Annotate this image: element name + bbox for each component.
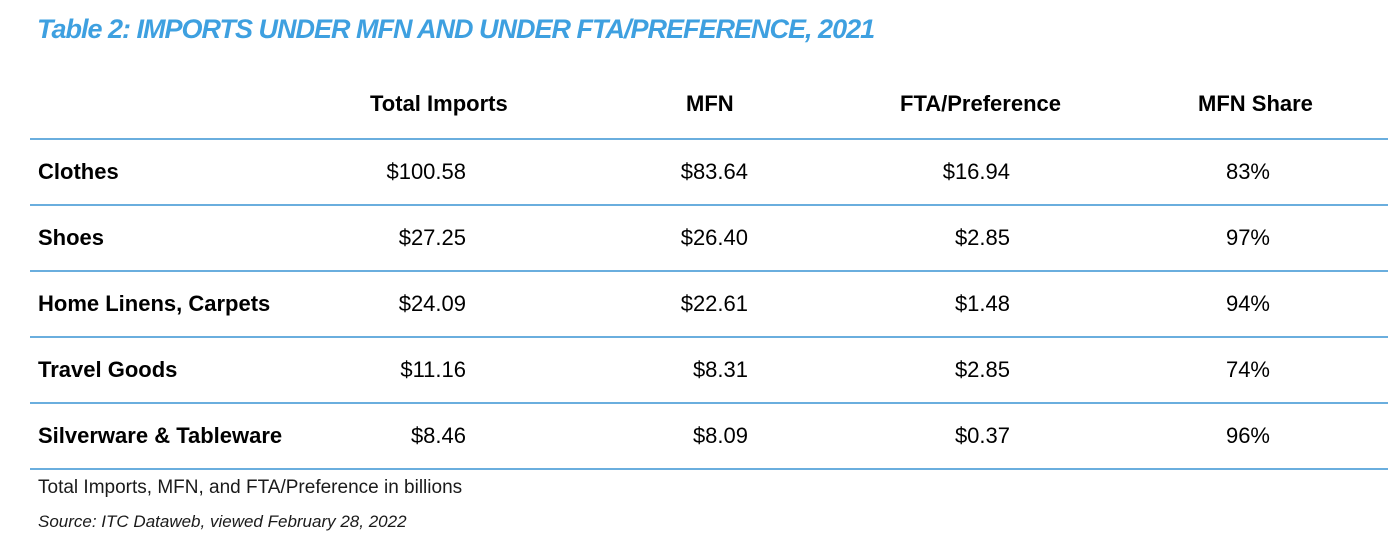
cell-total-imports: $8.46 <box>410 423 466 448</box>
table-title: Table 2: IMPORTS UNDER MFN AND UNDER FTA… <box>37 14 875 44</box>
header-total-imports: Total Imports <box>370 91 508 116</box>
source-note: Source: ITC Dataweb, viewed February 28,… <box>38 512 407 531</box>
row-label: Clothes <box>38 159 119 184</box>
header-fta-preference: FTA/Preference <box>900 91 1061 116</box>
table-row: Clothes $100.58 $83.64 $16.94 83% <box>30 140 1388 206</box>
row-label: Silverware & Tableware <box>38 423 283 448</box>
row-label: Travel Goods <box>38 357 178 382</box>
cell-mfn: $26.40 <box>680 225 748 250</box>
cell-fta-preference: $1.48 <box>954 291 1010 316</box>
cell-fta-preference: $2.85 <box>954 225 1010 250</box>
cell-mfn: $8.09 <box>692 423 748 448</box>
cell-mfn-share: 94% <box>1225 291 1270 316</box>
cell-mfn: $8.31 <box>692 357 748 382</box>
cell-total-imports: $27.25 <box>398 225 466 250</box>
cell-fta-preference: $2.85 <box>954 357 1010 382</box>
table-row: Travel Goods $11.16 $8.31 $2.85 74% <box>30 338 1388 404</box>
cell-mfn-share: 83% <box>1225 159 1270 184</box>
cell-total-imports: $11.16 <box>400 357 466 382</box>
table-row: Shoes $27.25 $26.40 $2.85 97% <box>30 206 1388 272</box>
cell-mfn: $83.64 <box>680 159 748 184</box>
cell-total-imports: $100.58 <box>386 159 466 184</box>
cell-mfn: $22.61 <box>680 291 748 316</box>
units-note: Total Imports, MFN, and FTA/Preference i… <box>38 477 463 498</box>
header-mfn-share: MFN Share <box>1198 91 1313 116</box>
cell-total-imports: $24.09 <box>398 291 466 316</box>
table-header-row: Total Imports MFN FTA/Preference MFN Sha… <box>30 70 1388 140</box>
table-row: Home Linens, Carpets $24.09 $22.61 $1.48… <box>30 272 1388 338</box>
header-mfn: MFN <box>686 91 734 116</box>
cell-fta-preference: $0.37 <box>954 423 1010 448</box>
row-label: Home Linens, Carpets <box>38 291 271 316</box>
cell-mfn-share: 74% <box>1225 357 1270 382</box>
row-label: Shoes <box>38 225 105 250</box>
cell-mfn-share: 96% <box>1225 423 1270 448</box>
table-row: Silverware & Tableware $8.46 $8.09 $0.37… <box>30 404 1388 470</box>
cell-mfn-share: 97% <box>1225 225 1270 250</box>
imports-table: Total Imports MFN FTA/Preference MFN Sha… <box>30 70 1388 470</box>
cell-fta-preference: $16.94 <box>942 159 1010 184</box>
